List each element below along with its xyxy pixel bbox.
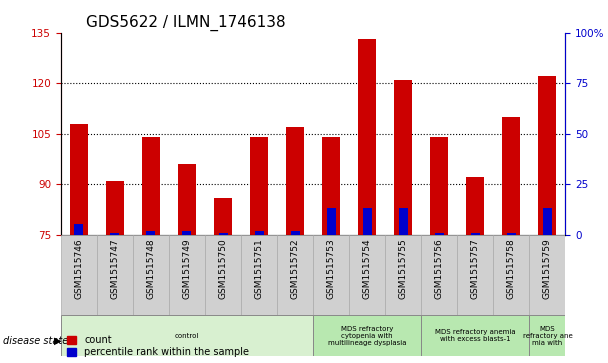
Bar xyxy=(214,197,232,234)
Text: GSM1515751: GSM1515751 xyxy=(255,238,263,299)
Bar xyxy=(255,231,263,234)
FancyBboxPatch shape xyxy=(61,234,97,315)
Bar xyxy=(399,208,408,234)
Text: GSM1515756: GSM1515756 xyxy=(435,238,444,299)
Bar xyxy=(106,181,124,234)
Text: GSM1515747: GSM1515747 xyxy=(111,238,119,299)
Text: GSM1515749: GSM1515749 xyxy=(182,238,192,299)
Bar xyxy=(326,208,336,234)
Bar xyxy=(218,233,227,234)
FancyBboxPatch shape xyxy=(169,234,205,315)
Text: GSM1515754: GSM1515754 xyxy=(363,238,371,299)
FancyBboxPatch shape xyxy=(457,234,493,315)
FancyBboxPatch shape xyxy=(421,234,457,315)
FancyBboxPatch shape xyxy=(313,315,421,356)
Text: GSM1515746: GSM1515746 xyxy=(74,238,83,299)
FancyBboxPatch shape xyxy=(313,234,349,315)
Bar xyxy=(358,40,376,234)
Bar xyxy=(435,233,444,234)
FancyBboxPatch shape xyxy=(530,315,565,356)
FancyBboxPatch shape xyxy=(277,234,313,315)
FancyBboxPatch shape xyxy=(61,315,313,356)
Bar xyxy=(507,233,516,234)
FancyBboxPatch shape xyxy=(349,234,385,315)
Bar xyxy=(543,208,552,234)
Bar xyxy=(250,137,268,234)
Bar xyxy=(74,224,83,234)
Text: GSM1515750: GSM1515750 xyxy=(218,238,227,299)
Bar xyxy=(394,80,412,234)
Bar xyxy=(363,208,371,234)
Bar xyxy=(502,117,520,234)
FancyBboxPatch shape xyxy=(133,234,169,315)
FancyBboxPatch shape xyxy=(97,234,133,315)
FancyBboxPatch shape xyxy=(385,234,421,315)
Text: MDS refractory anemia
with excess blasts-1: MDS refractory anemia with excess blasts… xyxy=(435,329,516,342)
Bar xyxy=(178,164,196,234)
Bar xyxy=(539,77,556,234)
Text: MDS
refractory ane
mia with: MDS refractory ane mia with xyxy=(522,326,572,346)
Text: GSM1515752: GSM1515752 xyxy=(291,238,300,299)
FancyBboxPatch shape xyxy=(493,234,530,315)
Text: ▶: ▶ xyxy=(54,336,61,346)
FancyBboxPatch shape xyxy=(421,315,530,356)
Text: GSM1515755: GSM1515755 xyxy=(399,238,408,299)
Bar xyxy=(286,127,304,234)
Bar xyxy=(142,137,160,234)
Text: GSM1515748: GSM1515748 xyxy=(147,238,156,299)
Bar xyxy=(430,137,448,234)
Text: GSM1515757: GSM1515757 xyxy=(471,238,480,299)
Text: disease state: disease state xyxy=(3,336,68,346)
Text: GSM1515759: GSM1515759 xyxy=(543,238,552,299)
Bar xyxy=(182,231,192,234)
FancyBboxPatch shape xyxy=(241,234,277,315)
Text: GSM1515753: GSM1515753 xyxy=(326,238,336,299)
FancyBboxPatch shape xyxy=(205,234,241,315)
Bar xyxy=(291,231,300,234)
Bar xyxy=(322,137,340,234)
Bar xyxy=(466,178,485,234)
Text: control: control xyxy=(174,333,199,339)
Bar xyxy=(147,231,156,234)
FancyBboxPatch shape xyxy=(530,234,565,315)
Legend: count, percentile rank within the sample: count, percentile rank within the sample xyxy=(66,334,250,358)
Text: MDS refractory
cytopenia with
multilineage dysplasia: MDS refractory cytopenia with multilinea… xyxy=(328,326,406,346)
Text: GDS5622 / ILMN_1746138: GDS5622 / ILMN_1746138 xyxy=(86,15,286,31)
Bar xyxy=(111,233,119,234)
Bar xyxy=(471,233,480,234)
Bar xyxy=(70,123,88,234)
Text: GSM1515758: GSM1515758 xyxy=(507,238,516,299)
